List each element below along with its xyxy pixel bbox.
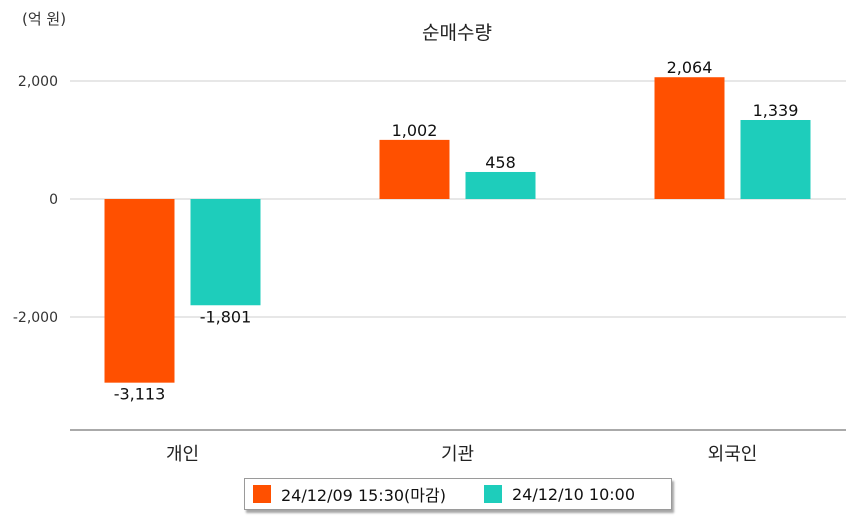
legend-label-series-2: 24/12/10 10:00 (511, 484, 636, 504)
x-category-label: 외국인 (708, 444, 758, 465)
data-label: 1,002 (392, 121, 438, 140)
data-label: 458 (485, 153, 516, 172)
bar (465, 171, 536, 199)
x-category-label: 기관 (441, 444, 474, 465)
chart-legend: 24/12/09 15:30(마감) 24/12/10 10:00 (244, 478, 672, 510)
x-category-label: 개인 (166, 444, 199, 465)
data-label: -1,801 (200, 307, 252, 326)
bar (654, 77, 725, 199)
y-tick-label: 2,000 (18, 74, 58, 90)
legend-label-series-1: 24/12/09 15:30(마감) (281, 486, 446, 505)
data-label: -3,113 (114, 385, 166, 404)
data-label: 2,064 (667, 58, 713, 77)
data-label: 1,339 (753, 101, 799, 120)
y-tick-label: 0 (49, 192, 58, 208)
legend-swatch-series-2 (483, 485, 502, 503)
legend-swatch-series-1 (253, 485, 271, 503)
bar (104, 199, 175, 383)
bar (740, 119, 811, 199)
legend-item-series-1[interactable]: 24/12/09 15:30(마감) (253, 482, 446, 506)
bar-chart: 2,000 0 -2,000 개인 -3,113 -1,801 기관 1,002 458 외국인 2… (13, 58, 846, 465)
y-tick-label: -2,000 (13, 310, 58, 326)
chart-title: 순매수량 (422, 22, 492, 44)
legend-item-series-2[interactable]: 24/12/10 10:00 (483, 484, 636, 504)
unit-label: (억 원) (22, 10, 67, 28)
bar (379, 139, 450, 199)
bar (190, 199, 261, 306)
